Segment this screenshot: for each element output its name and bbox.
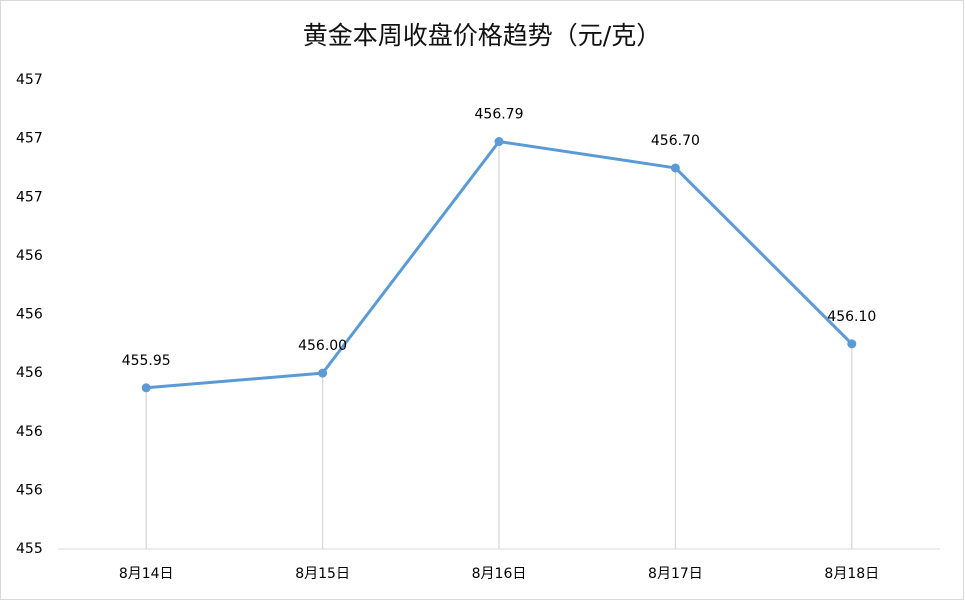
- y-tick-label: 457: [16, 189, 43, 205]
- x-tick-label: 8月17日: [648, 566, 703, 582]
- x-tick-label: 8月15日: [295, 566, 350, 582]
- x-tick-label: 8月14日: [119, 566, 174, 582]
- data-label: 456.10: [827, 309, 876, 325]
- point: [318, 368, 328, 378]
- y-tick-label: 456: [16, 365, 43, 381]
- data-label: 456.00: [298, 338, 347, 354]
- point: [141, 383, 151, 393]
- x-tick-label: 8月16日: [472, 566, 527, 582]
- y-tick-label: 456: [16, 307, 43, 323]
- data-label: 456.79: [475, 107, 524, 123]
- data-label: 455.95: [122, 353, 171, 369]
- y-tick-label: 456: [16, 424, 43, 440]
- x-tick-label: 8月18日: [824, 566, 879, 582]
- y-tick-label: 457: [16, 131, 43, 147]
- point: [847, 339, 857, 349]
- y-tick-label: 455: [16, 541, 43, 557]
- point: [494, 137, 504, 147]
- chart-title: 黄金本周收盘价格趋势（元/克）: [303, 21, 661, 50]
- y-tick-label: 456: [16, 482, 43, 498]
- y-tick-label: 457: [16, 72, 43, 88]
- data-label: 456.70: [651, 133, 700, 149]
- y-tick-label: 456: [16, 248, 43, 264]
- point: [670, 163, 680, 173]
